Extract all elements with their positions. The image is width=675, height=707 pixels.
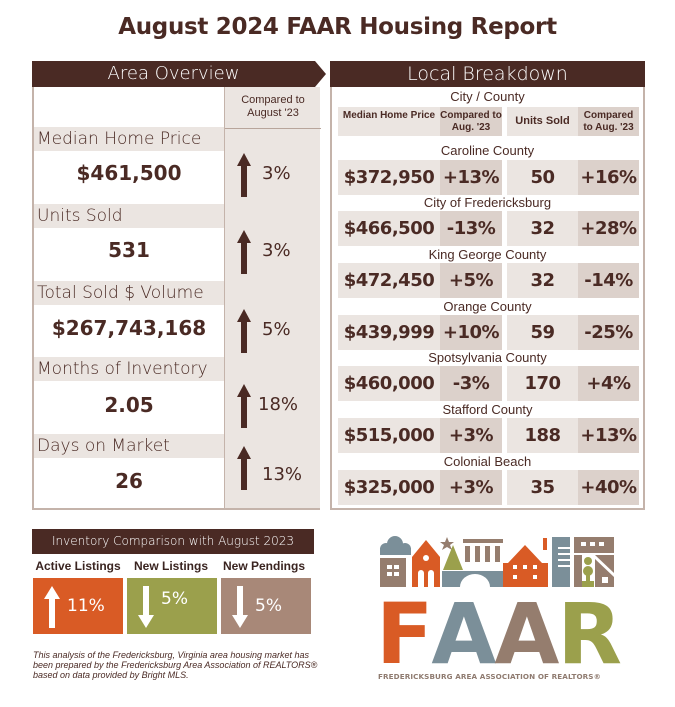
column-header-median-price: Median Home Price [338, 107, 440, 136]
inventory-change-value: 5% [255, 596, 282, 616]
header-pointer-icon [315, 61, 326, 87]
area-median-price: $466,500 [338, 211, 440, 246]
area-name-orange-county: Orange County [443, 299, 532, 314]
metric-label-months-of-inventory: Months of Inventory [34, 357, 224, 381]
area-units-change: +13% [578, 418, 639, 453]
local-breakdown-panel: City / County Median Home Price Compared… [330, 87, 645, 510]
disclaimer-text: This analysis of the Fredericksburg, Vir… [33, 650, 318, 680]
arrow-up-icon [44, 586, 60, 628]
inventory-comparison-header: Inventory Comparison with August 2023 [32, 529, 314, 554]
arrow-up-icon [237, 153, 251, 197]
area-median-price: $372,950 [338, 160, 440, 195]
arrow-up-icon [237, 230, 251, 274]
area-units-change: -25% [578, 315, 639, 350]
inventory-label-new-pendings: New Pendings [222, 559, 305, 573]
area-name-colonial-beach: Colonial Beach [443, 454, 532, 469]
metric-label-total-sold-volume: Total Sold $ Volume [34, 281, 224, 305]
metric-value-months-of-inventory: 2.05 [104, 393, 154, 417]
area-units-sold: 170 [507, 366, 578, 401]
inventory-tile-active-listings: 11% [33, 578, 123, 634]
area-price-change: -3% [440, 366, 502, 401]
local-breakdown-header: Local Breakdown [330, 61, 645, 87]
arrow-up-icon [237, 384, 251, 428]
area-price-change: -13% [440, 211, 502, 246]
area-name-stafford-county: Stafford County [442, 402, 533, 417]
area-units-sold: 59 [507, 315, 578, 350]
logo-letter-f: F [376, 585, 433, 683]
area-name-caroline-county: Caroline County [440, 143, 535, 158]
area-median-price: $439,999 [338, 315, 440, 350]
compare-column-header: Compared to August '23 [225, 87, 321, 129]
metric-change-value: 18% [258, 394, 299, 415]
logo-letter-r: R [557, 585, 622, 683]
inventory-change-value: 5% [161, 589, 188, 609]
metric-change-total-sold-volume: 5% [234, 309, 320, 353]
area-units-change: +4% [578, 366, 639, 401]
area-units-sold: 50 [507, 160, 578, 195]
area-name-city-of-fredericksburg: City of Fredericksburg [423, 195, 552, 210]
faar-logo-wordmark: FAAR [376, 585, 622, 683]
area-name-spotsylvania-county: Spotsylvania County [428, 350, 547, 365]
metric-change-value: 5% [262, 319, 291, 340]
area-units-change: +16% [578, 160, 639, 195]
area-units-change: -14% [578, 263, 639, 298]
metric-change-value: 13% [262, 464, 303, 485]
area-price-change: +5% [440, 263, 502, 298]
area-price-change: +3% [440, 418, 502, 453]
inventory-change-value: 11% [67, 596, 105, 616]
area-units-sold: 32 [507, 263, 578, 298]
metric-change-median-home-price: 3% [234, 153, 320, 197]
area-median-price: $460,000 [338, 366, 440, 401]
area-units-sold: 32 [507, 211, 578, 246]
area-units-change: +40% [578, 470, 639, 505]
compare-column: Compared to August '23 [224, 87, 321, 508]
area-units-sold: 35 [507, 470, 578, 505]
column-header-price-change: Compared to Aug. '23 [440, 107, 502, 136]
area-median-price: $325,000 [338, 470, 440, 505]
metric-value-total-sold-volume: $267,743,168 [51, 316, 207, 340]
arrow-up-icon [237, 309, 251, 353]
logo-letter-a2: A [494, 585, 559, 683]
column-header-units-sold: Units Sold [507, 107, 578, 136]
inventory-tile-new-pendings: 5% [221, 578, 311, 634]
arrow-down-icon [138, 586, 154, 628]
inventory-tile-new-listings: 5% [127, 578, 217, 634]
metric-change-value: 3% [262, 163, 291, 184]
metric-change-value: 3% [262, 240, 291, 261]
area-overview-header: Area Overview [32, 61, 315, 87]
metric-change-months-of-inventory: 18% [234, 384, 320, 428]
city-county-label: City / County [450, 89, 525, 104]
metric-value-days-on-market: 26 [115, 469, 143, 493]
arrow-down-icon [232, 586, 248, 628]
area-name-king-george-county: King George County [428, 247, 547, 262]
metric-value-units-sold: 531 [108, 238, 150, 262]
area-median-price: $515,000 [338, 418, 440, 453]
inventory-label-new-listings: New Listings [133, 559, 208, 573]
metric-label-units-sold: Units Sold [34, 204, 224, 228]
area-price-change: +3% [440, 470, 502, 505]
report-title: August 2024 FAAR Housing Report [118, 14, 557, 40]
logo-letter-a1: A [431, 585, 496, 683]
column-header-units-change: Compared to Aug. '23 [578, 107, 639, 136]
metric-label-days-on-market: Days on Market [34, 434, 224, 458]
metric-change-units-sold: 3% [234, 230, 320, 274]
faar-logo-tagline: FREDERICKSBURG AREA ASSOCIATION OF REALT… [378, 672, 601, 681]
metric-value-median-home-price: $461,500 [76, 161, 182, 185]
inventory-label-active-listings: Active Listings [35, 559, 121, 573]
area-median-price: $472,450 [338, 263, 440, 298]
area-units-change: +28% [578, 211, 639, 246]
area-overview-panel: Compared to August '23 Median Home Price… [32, 87, 321, 510]
faar-logo-skyline-icon [380, 536, 614, 587]
metric-label-median-home-price: Median Home Price [34, 127, 224, 151]
arrow-up-icon [237, 446, 251, 490]
area-price-change: +13% [440, 160, 502, 195]
area-price-change: +10% [440, 315, 502, 350]
metric-change-days-on-market: 13% [234, 446, 320, 490]
area-units-sold: 188 [507, 418, 578, 453]
